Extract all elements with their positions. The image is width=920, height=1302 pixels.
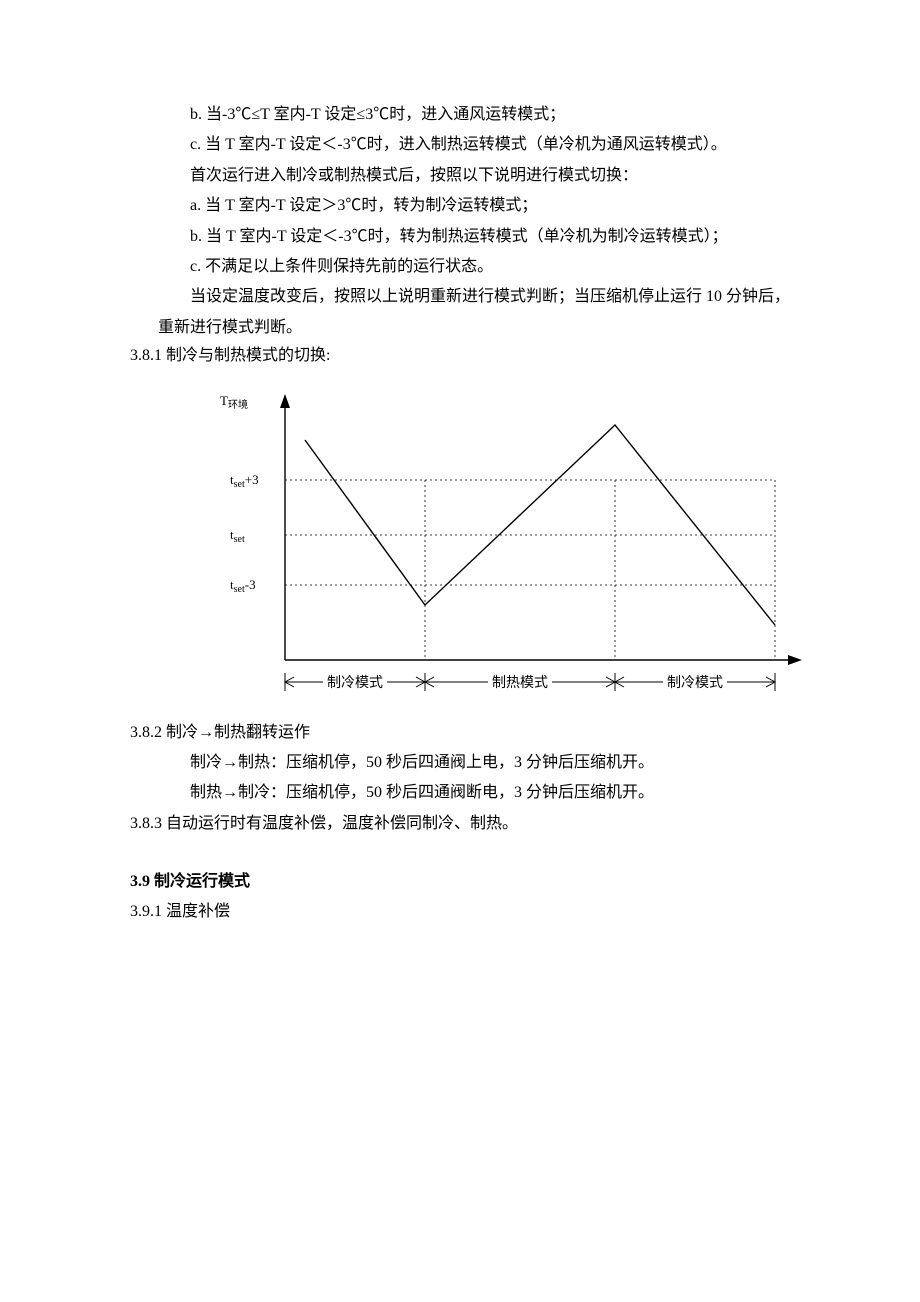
y-axis-arrow [280,394,290,408]
paragraph-note: 当设定温度改变后，按照以上说明重新进行模式判断；当压缩机停止运行 10 分钟后，… [130,282,790,343]
mode-switch-chart: T环境 tset+3 tset tset-3 [220,380,790,710]
heading-3-9-1: 3.9.1 温度补偿 [130,897,790,927]
paragraph-c: c. 当 T 室内-T 设定＜-3℃时，进入制热运转模式（单冷机为通风运转模式）… [130,130,790,160]
heading-3-8-2: 3.8.2 制冷→制热翻转运作 [130,718,790,748]
ytick-mid: tset [230,527,245,545]
mode-label-3: 制冷模式 [667,675,723,691]
paragraph-c2: c. 不满足以上条件则保持先前的运行状态。 [130,252,790,282]
mode-label-1: 制冷模式 [327,675,383,691]
heading-3-9: 3.9 制冷运行模式 [130,867,790,897]
x-axis-arrow [788,655,802,665]
temperature-curve [305,425,775,625]
ytick-lower: tset-3 [230,577,256,595]
document-page: b. 当-3℃≤T 室内-T 设定≤3℃时，进入通风运转模式； c. 当 T 室… [130,100,790,928]
paragraph-382b: 制热→制冷：压缩机停，50 秒后四通阀断电，3 分钟后压缩机开。 [130,778,790,808]
ytick-upper: tset+3 [230,472,259,490]
paragraph-b: b. 当-3℃≤T 室内-T 设定≤3℃时，进入通风运转模式； [130,100,790,130]
mode-label-2: 制热模式 [492,675,548,691]
paragraph-intro: 首次运行进入制冷或制热模式后，按照以下说明进行模式切换： [130,161,790,191]
paragraph-a2: a. 当 T 室内-T 设定＞3℃时，转为制冷运转模式； [130,191,790,221]
paragraph-b2: b. 当 T 室内-T 设定＜-3℃时，转为制热运转模式（单冷机为制冷运转模式）… [130,222,790,252]
heading-3-8-3: 3.8.3 自动运行时有温度补偿，温度补偿同制冷、制热。 [130,809,790,839]
paragraph-382a: 制冷→制热：压缩机停，50 秒后四通阀上电，3 分钟后压缩机开。 [130,748,790,778]
heading-3-8-1: 3.8.1 制冷与制热模式的切换: [130,341,790,371]
y-axis-label: T环境 [220,393,248,411]
